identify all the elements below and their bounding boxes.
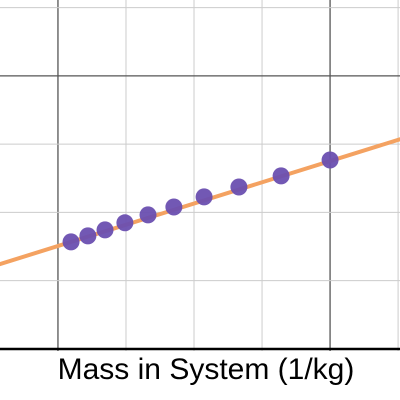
point — [165, 198, 183, 216]
x-axis-label: Mass in System (1/kg) — [58, 353, 355, 386]
point — [62, 233, 80, 251]
point — [272, 167, 290, 185]
label-band — [0, 351, 400, 400]
point — [79, 227, 97, 245]
point — [139, 206, 157, 224]
point — [195, 188, 213, 206]
point — [230, 178, 248, 196]
point — [321, 151, 339, 169]
point — [116, 214, 134, 232]
point — [96, 221, 114, 239]
